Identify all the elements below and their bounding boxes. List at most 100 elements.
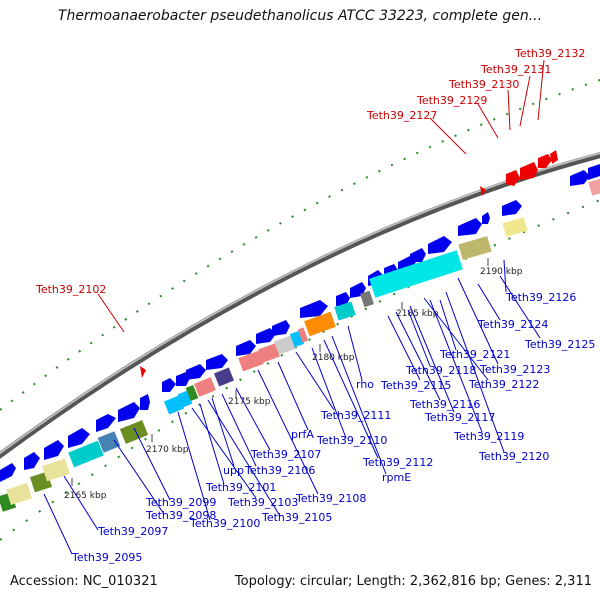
gene-label[interactable]: Teth39_2124 [477, 318, 548, 331]
gene-box[interactable] [458, 236, 492, 260]
gene-arrow[interactable] [256, 328, 276, 344]
gene-box[interactable] [258, 343, 280, 363]
gene-arrow[interactable] [118, 402, 140, 422]
gene-label[interactable]: Teth39_2099 [145, 496, 216, 509]
gene-box[interactable] [274, 335, 296, 355]
gene-label[interactable]: Teth39_2112 [362, 456, 433, 469]
gene-arrow[interactable] [24, 452, 40, 470]
rna-gene-arrow[interactable] [140, 366, 146, 378]
leader-line [387, 315, 421, 381]
gene-arrow[interactable] [336, 292, 350, 306]
gene-label[interactable]: Teth39_2123 [479, 363, 550, 376]
gene-label[interactable]: Teth39_2111 [320, 409, 391, 422]
gene-label[interactable]: Teth39_2115 [380, 379, 451, 392]
gene-arrow[interactable] [300, 300, 328, 318]
leader-line [199, 403, 225, 485]
gene-box[interactable] [119, 420, 149, 444]
gene-box[interactable] [163, 395, 185, 415]
gene-label[interactable]: Teth39_2110 [316, 434, 387, 447]
gene-label[interactable]: Teth39_2125 [524, 338, 595, 351]
gene-label[interactable]: Teth39_2119 [453, 430, 524, 443]
gene-arrow[interactable] [68, 428, 90, 448]
gene-box[interactable] [238, 350, 264, 372]
leader-line [347, 325, 363, 381]
gene-label[interactable]: Teth39_2095 [71, 551, 142, 564]
gene-label[interactable]: Teth39_2116 [409, 398, 480, 411]
rna-gene-arrow[interactable] [520, 162, 538, 180]
rna-gene-arrow[interactable] [506, 170, 520, 186]
gene-label[interactable]: Teth39_2132 [514, 47, 585, 60]
gene-label[interactable]: Teth39_2131 [480, 63, 551, 76]
gene-label[interactable]: Teth39_2108 [295, 492, 366, 505]
gene-arrow[interactable] [588, 164, 600, 180]
rna-gene-arrow[interactable] [480, 186, 486, 196]
leader-line [445, 291, 505, 453]
gene-arrow[interactable] [96, 414, 116, 432]
gene-label[interactable]: Teth39_2126 [505, 291, 576, 304]
gene-label[interactable]: Teth39_2100 [189, 517, 260, 530]
gene-label[interactable]: Teth39_2127 [366, 109, 437, 122]
gene-label[interactable]: Teth39_2120 [478, 450, 549, 463]
gene-label[interactable]: Teth39_2118 [405, 364, 476, 377]
gene-arrow[interactable] [44, 440, 64, 460]
leader-line [429, 299, 483, 433]
gene-label[interactable]: Teth39_2129 [416, 94, 487, 107]
gene-box[interactable] [42, 458, 70, 482]
gene-label[interactable]: Teth39_2098 [145, 509, 216, 522]
gene-label[interactable]: upp [223, 464, 244, 477]
leader-line [537, 59, 545, 121]
scale-tick: 2180 kbp [312, 353, 355, 363]
gene-box[interactable] [304, 311, 336, 337]
gene-box[interactable] [6, 482, 32, 506]
forward-genes-outer [0, 164, 600, 482]
gene-label[interactable]: Teth39_2105 [261, 511, 332, 524]
leader-line [43, 493, 73, 555]
leader-line [457, 277, 499, 365]
gene-label[interactable]: rpmE [382, 471, 411, 484]
gene-arrow[interactable] [236, 340, 256, 356]
gene-label[interactable]: prfA [291, 428, 314, 441]
gene-box[interactable] [68, 440, 104, 468]
gene-box[interactable] [369, 250, 463, 298]
gene-box[interactable] [97, 431, 121, 453]
gene-label[interactable]: Teth39_2103 [227, 496, 298, 509]
scale-tick: 2170 kbp [146, 445, 189, 455]
gene-box[interactable] [588, 178, 600, 196]
gene-arrow[interactable] [428, 236, 452, 254]
gene-arrow[interactable] [502, 200, 522, 216]
gene-box[interactable] [185, 385, 199, 401]
gene-box[interactable] [194, 377, 216, 397]
gene-label[interactable]: Teth39_2101 [205, 481, 276, 494]
leader-line [323, 339, 379, 459]
gene-arrow[interactable] [140, 394, 150, 410]
leader-line [63, 475, 99, 531]
gene-label[interactable]: rho [356, 378, 374, 391]
rna-gene-arrow[interactable] [538, 154, 552, 168]
gene-label[interactable]: Teth39_2102 [35, 283, 106, 296]
gene-label[interactable]: Teth39_2121 [439, 348, 510, 361]
gene-arrow[interactable] [272, 320, 290, 336]
gene-arrow[interactable] [206, 354, 228, 370]
gene-arrow[interactable] [482, 212, 490, 224]
leader-line [499, 275, 541, 339]
rna-gene-arrow[interactable] [550, 150, 558, 164]
gene-arrow[interactable] [0, 463, 16, 482]
gene-arrow[interactable] [186, 364, 206, 380]
gene-box[interactable] [297, 327, 309, 343]
gene-label[interactable]: Teth39_2130 [448, 78, 519, 91]
gene-box[interactable] [334, 301, 356, 321]
gene-arrow[interactable] [162, 378, 176, 392]
gene-box[interactable] [360, 290, 374, 308]
gene-arrow[interactable] [458, 218, 482, 236]
gene-label[interactable]: Teth39_2122 [468, 378, 539, 391]
gene-label[interactable]: Teth39_2107 [250, 448, 321, 461]
gene-arrow[interactable] [410, 248, 426, 262]
inner-gene-boxes [0, 178, 600, 512]
gene-label[interactable]: Teth39_2106 [244, 464, 315, 477]
gene-arrow[interactable] [570, 170, 590, 186]
gene-box[interactable] [213, 367, 235, 387]
gene-box[interactable] [502, 217, 528, 237]
gene-label[interactable]: Teth39_2097 [97, 525, 168, 538]
gene-label[interactable]: Teth39_2117 [424, 411, 495, 424]
